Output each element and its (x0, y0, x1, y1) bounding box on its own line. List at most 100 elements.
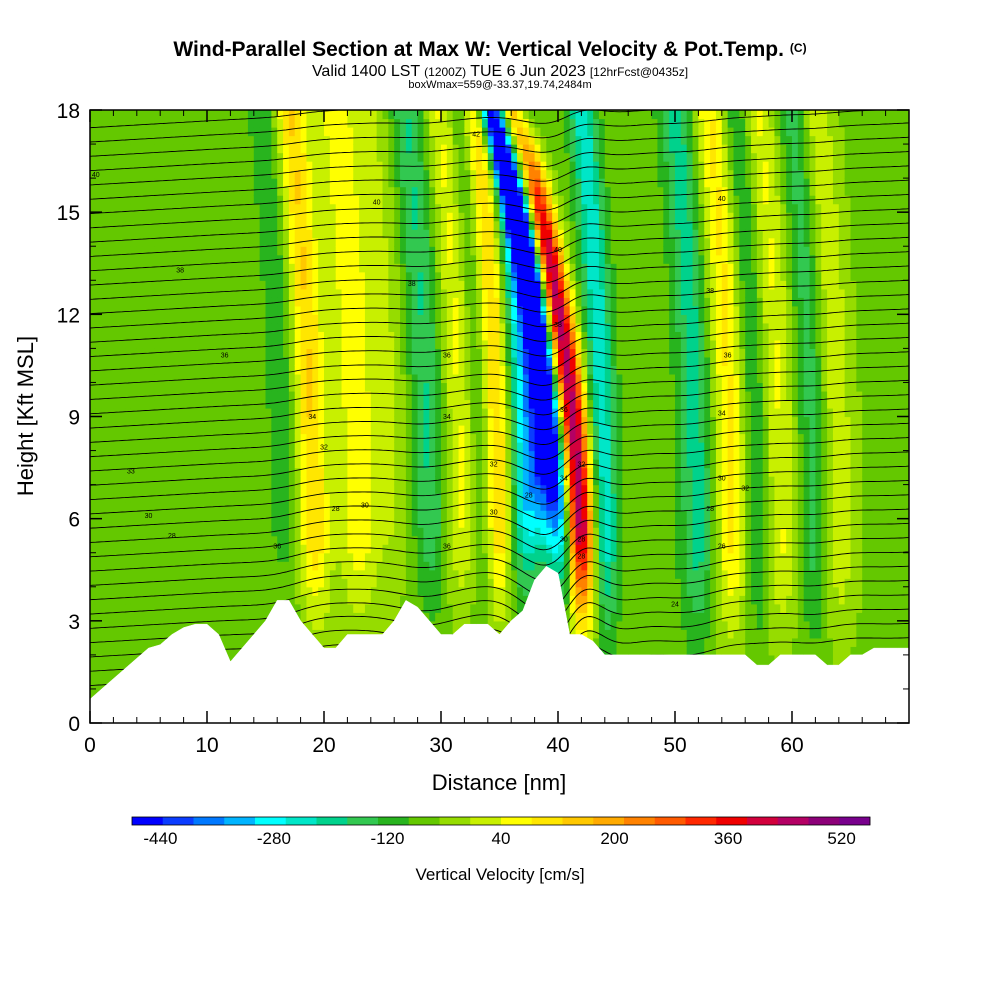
velocity-cell (335, 484, 343, 494)
velocity-cell (119, 195, 126, 205)
velocity-cell (405, 127, 413, 137)
velocity-cell (341, 178, 348, 188)
velocity-cell (487, 271, 495, 281)
chart-subtitle-2: boxWmax=559@-33.37,19.74,2484m (408, 79, 591, 91)
velocity-cell (283, 416, 290, 426)
velocity-cell (382, 220, 389, 230)
velocity-cell (294, 535, 302, 545)
velocity-cell (405, 254, 413, 264)
velocity-cell (283, 305, 290, 315)
velocity-cell (271, 493, 278, 503)
velocity-cell (306, 544, 313, 554)
velocity-cell (113, 297, 120, 307)
velocity-cell (283, 135, 290, 145)
velocity-cell (113, 552, 120, 562)
velocity-cell (324, 356, 331, 367)
velocity-cell (230, 510, 237, 520)
velocity-cell (312, 144, 319, 154)
velocity-cell (125, 501, 132, 511)
velocity-cell (376, 186, 384, 196)
velocity-cell (376, 578, 384, 588)
velocity-cell (364, 433, 372, 443)
velocity-cell (101, 339, 109, 349)
velocity-cell (417, 280, 425, 290)
velocity-cell (265, 161, 272, 171)
velocity-cell (417, 493, 425, 503)
velocity-cell (429, 450, 436, 460)
velocity-cell (253, 348, 261, 358)
velocity-cell (417, 178, 425, 188)
velocity-cell (183, 442, 191, 452)
velocity-cell (481, 220, 489, 230)
velocity-cell (318, 595, 325, 605)
velocity-cell (446, 612, 454, 622)
velocity-cell (470, 110, 477, 120)
velocity-cell (277, 544, 284, 554)
velocity-cell (429, 280, 436, 290)
velocity-cell (259, 425, 267, 435)
velocity-cell (218, 305, 226, 315)
velocity-cell (388, 459, 395, 469)
velocity-cell (394, 305, 401, 315)
velocity-cell (353, 518, 360, 528)
velocity-cell (195, 161, 202, 171)
velocity-cell (212, 407, 220, 418)
velocity-cell (429, 578, 436, 588)
velocity-cell (218, 612, 226, 622)
velocity-cell (288, 220, 296, 230)
velocity-cell (242, 390, 249, 401)
velocity-cell (265, 578, 272, 588)
velocity-cell (300, 127, 308, 137)
velocity-cell (130, 331, 138, 341)
velocity-cell (230, 561, 237, 571)
velocity-cell (359, 484, 366, 494)
velocity-cell (125, 552, 132, 562)
velocity-cell (435, 220, 442, 230)
velocity-cell (189, 348, 196, 358)
velocity-cell (177, 127, 185, 137)
velocity-cell (487, 484, 495, 494)
velocity-cell (259, 314, 267, 324)
velocity-cell (107, 356, 114, 367)
velocity-cell (452, 442, 460, 452)
velocity-cell (359, 510, 366, 520)
velocity-cell (154, 399, 161, 409)
velocity-cell (166, 527, 173, 537)
velocity-cell (370, 629, 378, 639)
velocity-cell (253, 305, 261, 315)
velocity-cell (487, 442, 495, 452)
velocity-cell (300, 288, 308, 298)
velocity-cell (230, 535, 237, 545)
velocity-cell (435, 595, 442, 605)
velocity-cell (277, 110, 284, 120)
velocity-cell (177, 586, 185, 596)
velocity-cell (148, 161, 155, 171)
velocity-cell (364, 152, 372, 162)
velocity-cell (452, 118, 460, 128)
velocity-cell (236, 127, 243, 137)
velocity-cell (166, 254, 173, 264)
velocity-cell (136, 118, 144, 128)
velocity-cell (236, 373, 243, 384)
velocity-cell (283, 229, 290, 239)
velocity-cell (353, 569, 360, 579)
velocity-cell (130, 501, 138, 511)
velocity-cell (183, 118, 191, 128)
velocity-cell (247, 544, 255, 554)
velocity-cell (312, 390, 319, 401)
velocity-cell (189, 365, 196, 375)
velocity-cell (341, 595, 348, 605)
velocity-cell (476, 229, 483, 239)
velocity-cell (341, 212, 348, 222)
velocity-cell (464, 561, 471, 571)
velocity-cell (283, 322, 290, 332)
velocity-cell (400, 569, 407, 579)
velocity-cell (183, 169, 191, 179)
velocity-cell (171, 186, 179, 196)
velocity-cell (329, 425, 337, 435)
velocity-cell (400, 544, 407, 554)
velocity-cell (212, 314, 220, 324)
velocity-cell (90, 688, 97, 699)
velocity-cell (236, 416, 243, 426)
velocity-cell (306, 322, 313, 332)
